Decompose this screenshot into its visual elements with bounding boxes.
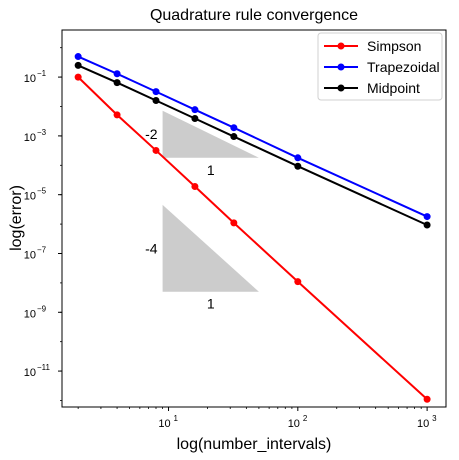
legend-marker-simpson [337, 42, 345, 50]
slope-label-1: -2 [145, 126, 158, 142]
y-tick-label: 10 [24, 308, 36, 320]
data-point-midpoint [423, 221, 431, 229]
slope-triangle-2 [162, 204, 259, 292]
data-point-trapezoidal [152, 88, 160, 96]
data-point-midpoint [230, 133, 238, 141]
data-point-midpoint [152, 96, 160, 104]
x-tick-label: 10 [417, 418, 429, 430]
legend-box [317, 32, 443, 101]
data-point-midpoint [191, 115, 199, 123]
y-tick-exponent: −5 [37, 187, 47, 196]
x-tick-exponent: 3 [432, 414, 437, 423]
data-point-simpson [191, 182, 199, 190]
x-tick-exponent: 1 [174, 414, 179, 423]
data-point-trapezoidal [113, 70, 121, 78]
run-label-2: 1 [207, 296, 215, 312]
y-tick-exponent: −1 [37, 69, 47, 78]
data-point-midpoint [294, 162, 302, 170]
data-point-midpoint [74, 61, 82, 69]
chart-title: Quadrature rule convergence [150, 7, 358, 24]
legend-label-simpson: Simpson [367, 38, 421, 54]
data-point-simpson [230, 219, 238, 227]
y-tick-label: 10 [24, 367, 36, 379]
series-lines [74, 53, 431, 403]
slope-annotations: -2 1 -4 1 [145, 110, 259, 312]
legend-label-midpoint: Midpoint [367, 80, 420, 96]
legend-marker-trapezoidal [337, 63, 345, 71]
y-tick-label: 10 [24, 191, 36, 203]
plot-area-frame [61, 29, 447, 408]
data-point-trapezoidal [294, 154, 302, 162]
y-tick-label: 10 [24, 73, 36, 85]
data-point-trapezoidal [74, 53, 82, 61]
axis-ticks: 10 1 10 2 10 310 −110 −310 −510 −710 −910 −11 [24, 47, 437, 430]
legend-label-trapezoidal: Trapezoidal [367, 59, 440, 75]
x-tick-exponent: 2 [303, 414, 308, 423]
legend-marker-midpoint [337, 84, 345, 92]
y-tick-exponent: −7 [37, 245, 47, 254]
data-point-trapezoidal [423, 213, 431, 221]
x-tick-label: 10 [288, 418, 300, 430]
data-point-trapezoidal [191, 106, 199, 114]
data-point-simpson [423, 395, 431, 403]
y-axis-label: log(error) [8, 185, 25, 251]
y-tick-label: 10 [24, 132, 36, 144]
x-axis-label: log(number_intervals) [177, 436, 332, 453]
data-point-trapezoidal [230, 124, 238, 132]
data-point-simpson [294, 278, 302, 286]
slope-label-2: -4 [145, 240, 158, 256]
data-point-midpoint [113, 79, 121, 87]
y-tick-exponent: −11 [37, 363, 51, 372]
legend: Simpson Trapezoidal Midpoint [317, 32, 443, 101]
y-tick-exponent: −9 [37, 304, 47, 313]
y-tick-label: 10 [24, 249, 36, 261]
data-point-simpson [152, 146, 160, 154]
run-label-1: 1 [207, 162, 215, 178]
data-point-simpson [74, 73, 82, 81]
data-point-simpson [113, 111, 121, 119]
slope-triangle-1 [162, 110, 259, 158]
y-tick-exponent: −3 [37, 128, 47, 137]
x-tick-label: 10 [158, 418, 170, 430]
